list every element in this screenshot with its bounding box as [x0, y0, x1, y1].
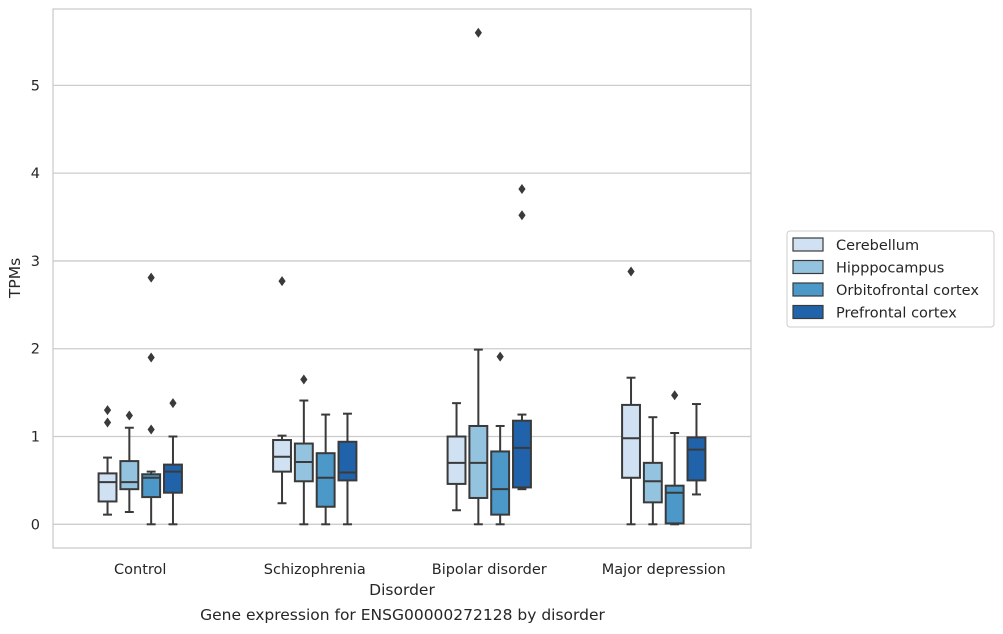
- y-tick-label: 5: [31, 78, 40, 94]
- box-hipppocampus: [642, 416, 663, 526]
- box-orbitofrontal-cortex: [664, 390, 685, 526]
- outlier-point: [125, 410, 133, 421]
- box-cerebellum: [621, 266, 641, 526]
- legend-swatch: [792, 304, 824, 320]
- box-prefrontal-cortex: [337, 412, 358, 526]
- y-tick-label: 3: [31, 254, 40, 270]
- box-orbitofrontal-cortex: [315, 413, 336, 526]
- legend-items: Cerebellum Hipppocampus Orbitofrontal cort…: [792, 237, 979, 322]
- iqr-box: [119, 460, 140, 491]
- iqr-box: [337, 440, 358, 482]
- iqr-box: [621, 403, 641, 479]
- x-tick-label: Bipolar disorder: [432, 562, 547, 578]
- legend-swatch: [792, 237, 824, 252]
- outlier-point: [518, 183, 526, 194]
- legend-swatch: [792, 282, 824, 297]
- box-orbitofrontal-cortex: [141, 272, 162, 526]
- box-cerebellum: [272, 276, 292, 505]
- legend-label: Hipppocampus: [836, 261, 944, 277]
- legend-frame: [786, 230, 995, 328]
- x-tick-labels: Control Schizophrenia Bipolar disorder Majo…: [114, 562, 726, 578]
- figure-caption: Gene expression for ENSG00000272128 by d…: [200, 606, 605, 624]
- x-tick-label: Schizophrenia: [264, 562, 366, 578]
- y-tick-label: 1: [31, 430, 40, 446]
- outlier-point: [147, 272, 155, 283]
- y-tick-labels: 0 1 2 3 4 5: [31, 78, 40, 533]
- iqr-box: [315, 452, 336, 508]
- box-prefrontal-cortex: [163, 398, 183, 526]
- box-hipppocampus: [119, 410, 140, 514]
- outlier-point: [278, 276, 286, 287]
- legend-label: Cerebellum: [836, 238, 919, 254]
- iqr-box: [490, 450, 511, 516]
- y-tick-label: 4: [31, 166, 40, 182]
- outlier-point: [147, 424, 155, 435]
- y-axis-title: TPMs: [6, 258, 24, 299]
- box-cerebellum: [97, 405, 118, 516]
- y-tick-label: 2: [31, 342, 40, 358]
- legend-label: Orbitofrontal cortex: [836, 283, 979, 299]
- iqr-box: [642, 461, 663, 504]
- iqr-box: [97, 472, 118, 503]
- box-prefrontal-cortex: [686, 403, 707, 496]
- plot-area-frame: [52, 8, 752, 549]
- x-tick-label: Major depression: [602, 562, 726, 578]
- iqr-box: [686, 436, 707, 482]
- iqr-box: [141, 473, 162, 499]
- box-hipppocampus: [293, 374, 314, 526]
- outlier-point: [496, 351, 504, 362]
- iqr-box: [446, 435, 467, 485]
- legend-label: Prefrontal cortex: [836, 306, 957, 322]
- legend: Cerebellum Hipppocampus Orbitofrontal cort…: [786, 230, 995, 328]
- outlier-point: [671, 390, 679, 401]
- outlier-point: [169, 398, 177, 409]
- outlier-point: [147, 352, 155, 363]
- box-layer: [97, 27, 707, 526]
- grid-lines: [53, 84, 751, 525]
- box-orbitofrontal-cortex: [490, 351, 511, 526]
- box-hipppocampus: [468, 27, 489, 526]
- box-prefrontal-cortex: [512, 183, 532, 491]
- outlier-point: [300, 374, 308, 385]
- y-tick-label: 0: [31, 517, 40, 533]
- outlier-point: [103, 405, 112, 416]
- iqr-box: [163, 463, 183, 494]
- iqr-box: [512, 419, 532, 489]
- outlier-point: [103, 417, 112, 428]
- legend-swatch: [792, 259, 824, 275]
- x-axis-title: Disorder: [369, 581, 435, 599]
- outlier-point: [518, 210, 526, 221]
- box-cerebellum: [446, 402, 467, 512]
- iqr-box: [664, 484, 685, 525]
- outlier-point: [474, 27, 482, 38]
- outlier-point: [627, 266, 635, 277]
- x-tick-label: Control: [114, 562, 166, 578]
